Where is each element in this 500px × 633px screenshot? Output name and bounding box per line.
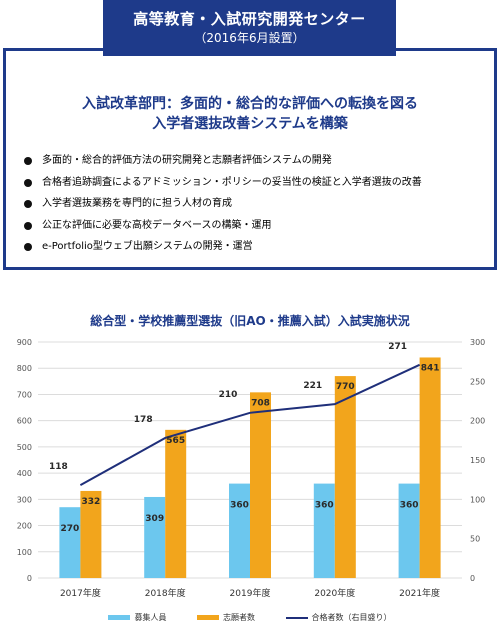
legend-item-recruit: 募集人員 [108,612,166,623]
data-label-applicants: 770 [336,382,355,392]
header-subtitle: （2016年6月設置） [194,31,305,45]
bar-recruit [144,496,166,578]
headline-line2: 入学者選抜改善システムを構築 [152,116,348,132]
bullet-item: 公正な評価に必要な高校データベースの構築・運用 [22,215,492,237]
bullet-item: 入学者選抜業務を専門的に担う人材の育成 [22,193,492,215]
data-label-recruit: 360 [230,501,249,511]
x-tick-label: 2018年度 [145,587,186,599]
x-tick-label: 2019年度 [230,587,271,599]
legend-label: 募集人員 [134,613,167,622]
data-label-recruit: 360 [315,501,334,511]
y-tick-left: 800 [17,364,32,373]
x-tick-label: 2020年度 [314,587,355,599]
bullet-item: 多面的・総合的評価方法の研究開発と志願者評価システムの開発 [22,150,492,172]
y-tick-right: 250 [470,377,485,386]
legend-swatch [285,616,308,619]
legend-item-passers: 合格者数（右目盛り） [285,612,392,623]
bullet-dot-icon [24,200,32,208]
bullet-item: 合格者追跡調査によるアドミッション・ポリシーの妥当性の検証と入学者選抜の改善 [22,172,492,194]
data-label-passers: 178 [134,415,153,425]
data-label-recruit: 360 [400,501,419,511]
data-label-applicants: 565 [166,436,185,446]
data-label-passers: 210 [219,390,238,400]
chart-title: 総合型・学校推薦型選抜（旧AO・推薦入試）入試実施状況 [90,314,410,328]
bullet-text: 公正な評価に必要な高校データベースの構築・運用 [42,219,272,231]
x-tick-label: 2021年度 [399,587,440,599]
y-tick-left: 500 [17,443,32,452]
y-tick-left: 100 [17,548,32,557]
y-tick-right: 50 [470,535,480,544]
bullet-dot-icon [24,157,32,165]
bar-applicants [165,429,187,578]
line-passers [79,363,421,487]
bar-recruit [59,507,81,578]
headline-line1: 入試改革部門：多面的・総合的な評価への転換を図る [82,96,418,112]
bar-applicants [419,357,441,578]
y-tick-left: 400 [17,469,32,478]
x-tick-label: 2017年度 [60,587,101,599]
y-tick-left: 900 [17,338,32,347]
y-tick-left: 600 [17,417,32,426]
bullet-dot-icon [24,243,32,251]
headline: 入試改革部門：多面的・総合的な評価への転換を図る 入学者選抜改善システムを構築 [0,94,500,134]
bar-recruit [313,483,335,578]
bar-recruit [398,483,420,578]
header-title: 高等教育・入試研究開発センター [133,10,366,28]
legend-swatch [197,615,219,620]
bullet-text: 多面的・総合的評価方法の研究開発と志願者評価システムの開発 [42,155,332,166]
legend-item-applicants: 志願者数 [197,612,255,623]
chart: 0 100 200 300 400 500 600 700 800 900 0 50 100 150 200… [17,338,486,599]
bar-applicants [250,392,271,578]
y-tick-right: 200 [470,417,485,426]
bullet-item: e-Portfolio型ウェブ出願システムの開発・運営 [22,236,492,258]
bar-applicants [80,490,102,578]
y-tick-right: 0 [470,574,475,583]
data-label-applicants: 841 [421,363,440,373]
data-label-passers: 271 [388,342,407,352]
legend-swatch [108,615,131,620]
y-tick-right: 300 [470,338,485,347]
data-label-passers: 221 [303,381,322,391]
bullet-dot-icon [24,178,32,187]
legend-label: 合格者数（右目盛り） [311,613,392,622]
y-tick-right: 150 [470,456,485,465]
bar-recruit [229,483,250,578]
data-label-applicants: 708 [251,398,270,408]
legend: 募集人員 志願者数 合格者数（右目盛り） [0,612,500,623]
bullet-list: 多面的・総合的評価方法の研究開発と志願者評価システムの開発 合格者追跡調査による… [22,150,492,258]
y-tick-left: 0 [27,574,32,583]
y-tick-right: 100 [470,495,485,504]
y-tick-left: 300 [17,495,32,504]
bullet-text: 入学者選抜業務を専門的に担う人材の育成 [42,198,232,209]
header-badge: 高等教育・入試研究開発センター （2016年6月設置） [103,0,396,56]
bar-applicants [334,376,356,578]
bullet-text: e-Portfolio型ウェブ出願システムの開発・運営 [42,241,253,252]
bullet-text: 合格者追跡調査によるアドミッション・ポリシーの妥当性の検証と入学者選抜の改善 [42,176,422,188]
legend-label: 志願者数 [223,613,255,622]
bullet-dot-icon [24,221,32,230]
data-label-recruit: 309 [145,514,164,524]
y-tick-left: 700 [17,390,32,399]
data-label-recruit: 270 [61,524,80,534]
data-label-applicants: 332 [82,497,101,507]
data-label-passers: 118 [49,462,68,472]
y-tick-left: 200 [17,522,32,531]
